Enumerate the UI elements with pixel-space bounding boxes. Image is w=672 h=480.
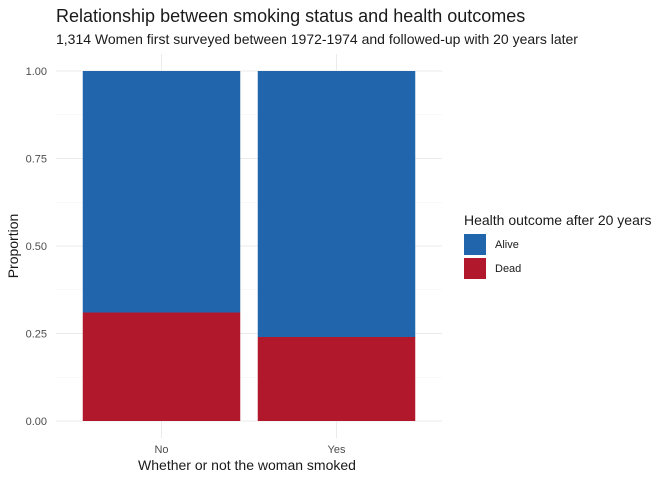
legend-key-alive: [464, 234, 486, 255]
y-axis-title: Proportion: [5, 214, 21, 279]
legend-title: Health outcome after 20 years: [464, 212, 652, 228]
x-axis-title: Whether or not the woman smoked: [138, 457, 356, 473]
legend-label-alive: Alive: [495, 239, 519, 251]
legend: Health outcome after 20 years Alive Dead: [464, 212, 652, 279]
x-axis: No Yes: [154, 444, 345, 456]
bar-alive-no: [82, 71, 241, 313]
y-tick-label: 0.25: [26, 329, 47, 341]
y-tick-label: 0.00: [26, 416, 47, 428]
bar-alive-yes: [257, 71, 416, 337]
legend-key-dead: [464, 258, 486, 279]
y-tick-label: 1.00: [26, 66, 47, 78]
chart-subtitle: 1,314 Women first surveyed between 1972-…: [56, 31, 578, 47]
x-tick-label: No: [154, 444, 168, 456]
bar-dead-yes: [257, 337, 416, 421]
chart-title: Relationship between smoking status and …: [56, 6, 525, 26]
bars: [82, 71, 416, 421]
y-tick-label: 0.50: [26, 241, 47, 253]
y-tick-label: 0.75: [26, 154, 47, 166]
x-tick-label: Yes: [328, 444, 346, 456]
bar-dead-no: [82, 312, 241, 421]
legend-label-dead: Dead: [495, 263, 521, 275]
y-axis: 0.00 0.25 0.50 0.75 1.00: [26, 66, 47, 428]
